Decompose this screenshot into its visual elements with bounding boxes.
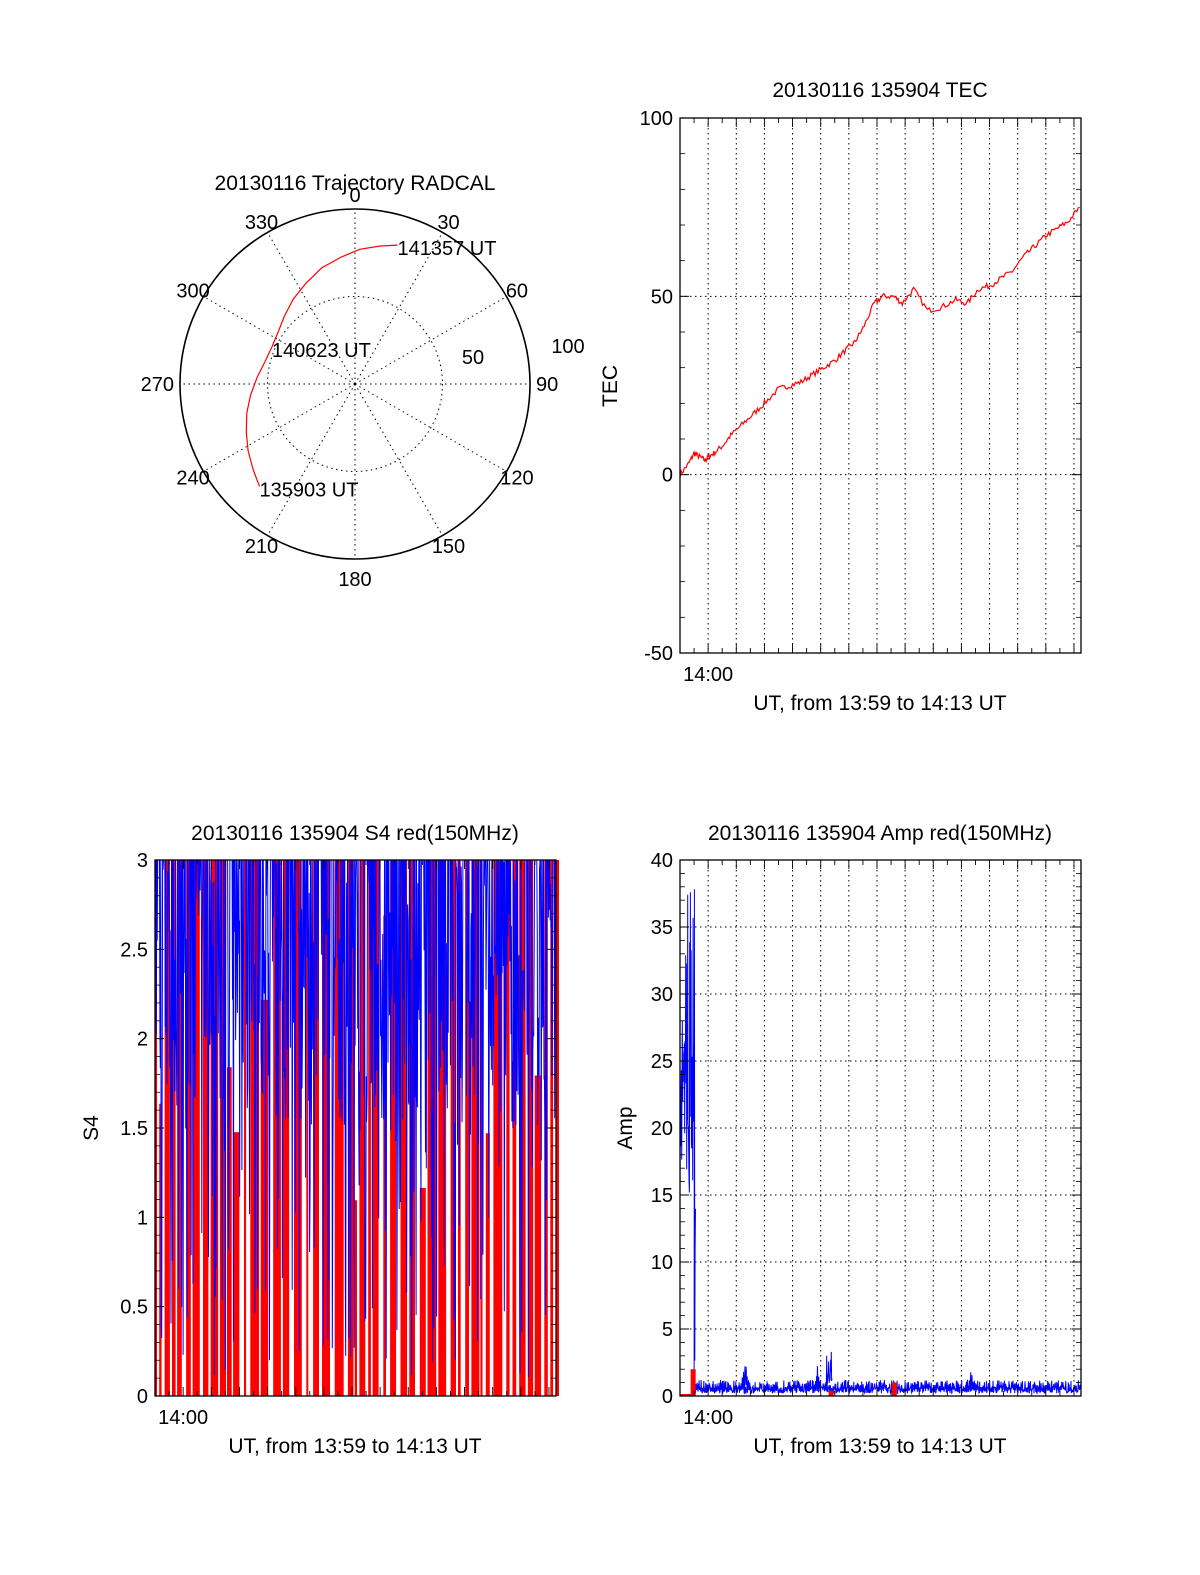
polar-annotation-0: 141357 UT (397, 238, 496, 260)
s4-title: 20130116 135904 S4 red(150MHz) (191, 822, 519, 845)
amp-xtick-label-0: 14:00 (683, 1407, 733, 1429)
s4-series (154, 859, 559, 1396)
polar-az-label-180: 180 (338, 569, 371, 591)
polar-az-label-240: 240 (176, 468, 209, 490)
amp-ytick-label-0: 0 (662, 1386, 673, 1408)
tec-series (679, 206, 1080, 478)
s4-chart: 20130116 135904 S4 red(150MHz) 0 0.5 1 1.5 2… (80, 822, 559, 1458)
amp-ytick-label-6: 30 (651, 984, 673, 1006)
polar-ring-50 (267, 296, 443, 472)
polar-azimuth-labels: 0 30 60 90 120 150 180 210 240 270 300 330 (141, 185, 559, 591)
polar-az-label-120: 120 (500, 468, 533, 490)
polar-spoke-120 (354, 383, 507, 472)
tec-ylabel: TEC (599, 365, 622, 407)
amp-ytick-label-2: 10 (651, 1252, 673, 1274)
amp-ytick-label-5: 25 (651, 1051, 673, 1073)
s4-ylabel: S4 (80, 1115, 103, 1141)
polar-r-label-50: 50 (462, 347, 484, 369)
amp-blue-segment-0 (679, 892, 695, 1195)
polar-az-label-60: 60 (506, 281, 528, 303)
polar-az-label-150: 150 (432, 536, 465, 558)
amp-red-mark-0 (690, 1369, 696, 1396)
s4-ytick-label-2: 1 (137, 1207, 148, 1229)
polar-spoke-330 (267, 232, 356, 385)
polar-az-label-270: 270 (141, 374, 174, 396)
tec-line-0 (679, 206, 1080, 478)
polar-spoke-300 (203, 296, 356, 385)
polar-spoke-30 (354, 232, 443, 385)
polar-spoke-240 (203, 383, 356, 472)
amp-blue-segment-3 (741, 1366, 748, 1390)
amp-blue-segment-5 (825, 1351, 833, 1390)
s4-ytick-label-0: 0 (137, 1386, 148, 1408)
tec-ytick-label-1: 0 (662, 465, 673, 487)
amp-red-mark-1 (828, 1390, 834, 1396)
polar-annotation-1: 140623 UT (272, 340, 371, 362)
s4-ytick-label-6: 3 (137, 850, 148, 872)
tec-ticks: -50 0 50 100 14:00 (640, 108, 1081, 686)
polar-radial-labels: 50 100 (462, 336, 585, 369)
polar-annotation-2: 135903 UT (260, 479, 359, 501)
polar-spoke-150 (354, 383, 443, 536)
amp-title: 20130116 135904 Amp red(150MHz) (708, 822, 1052, 845)
amp-ytick-label-4: 20 (651, 1118, 673, 1140)
amp-blue-segment-6 (966, 1372, 974, 1390)
tec-title: 20130116 135904 TEC (772, 79, 987, 102)
amp-xlabel: UT, from 13:59 to 14:13 UT (753, 1435, 1006, 1458)
tec-ytick-label-3: 100 (640, 108, 673, 130)
amp-ytick-label-1: 5 (662, 1319, 673, 1341)
polar-az-label-90: 90 (536, 374, 558, 396)
polar-az-label-0: 0 (349, 185, 360, 207)
amp-ylabel: Amp (614, 1106, 637, 1149)
polar-spoke-210 (267, 383, 356, 536)
amp-ytick-label-7: 35 (651, 917, 673, 939)
tec-frame (679, 117, 1082, 654)
s4-ytick-label-1: 0.5 (120, 1297, 148, 1319)
s4-ytick-label-3: 1.5 (120, 1118, 148, 1140)
amp-blue-segment-2 (695, 1379, 1082, 1395)
s4-ytick-label-4: 2 (137, 1029, 148, 1051)
amp-blue-segment-4 (814, 1366, 822, 1390)
tec-ytick-label-0: -50 (644, 643, 673, 665)
polar-grid (179, 208, 531, 560)
polar-series (245, 244, 398, 487)
polar-title: 20130116 Trajectory RADCAL (215, 172, 496, 195)
s4-xtick-label-0: 14:00 (158, 1407, 208, 1429)
s4-ytick-label-5: 2.5 (120, 939, 148, 961)
amp-grid (680, 860, 1081, 1396)
polar-az-label-300: 300 (176, 281, 209, 303)
polar-az-label-330: 330 (245, 212, 278, 234)
polar-annotations: 141357 UT 140623 UT 135903 UT (260, 238, 497, 501)
s4-blue-series (154, 859, 556, 1378)
polar-r-label-100: 100 (551, 336, 584, 358)
tec-ytick-label-2: 50 (651, 286, 673, 308)
amp-ytick-label-8: 40 (651, 850, 673, 872)
amp-series (679, 889, 1082, 1396)
s4-ticks: 0 0.5 1 1.5 2 2.5 3 14:00 (120, 850, 556, 1429)
polar-trajectory-chart: 20130116 Trajectory RADCAL 0 30 60 90 120 150… (141, 172, 585, 591)
amp-chart: 20130116 135904 Amp red(150MHz) 0 5 10 15 20… (614, 822, 1082, 1458)
tec-xlabel: UT, from 13:59 to 14:13 UT (753, 692, 1006, 715)
polar-outer-ring (179, 208, 531, 560)
polar-az-label-30: 30 (437, 212, 459, 234)
amp-ticks: 0 5 10 15 20 25 30 35 40 14:00 (651, 850, 1081, 1429)
polar-az-label-210: 210 (245, 536, 278, 558)
polar-trajectory-line-0 (245, 244, 398, 487)
polar-spoke-60 (354, 296, 507, 385)
tec-grid (680, 118, 1081, 653)
tec-chart: 20130116 135904 TEC -50 0 50 100 14:00 TEC U… (599, 79, 1082, 715)
amp-red-mark-2 (891, 1382, 897, 1396)
amp-ytick-label-3: 15 (651, 1185, 673, 1207)
tec-xtick-label-0: 14:00 (683, 664, 733, 686)
amp-blue-segment-1 (693, 889, 696, 1396)
s4-xlabel: UT, from 13:59 to 14:13 UT (228, 1435, 481, 1458)
